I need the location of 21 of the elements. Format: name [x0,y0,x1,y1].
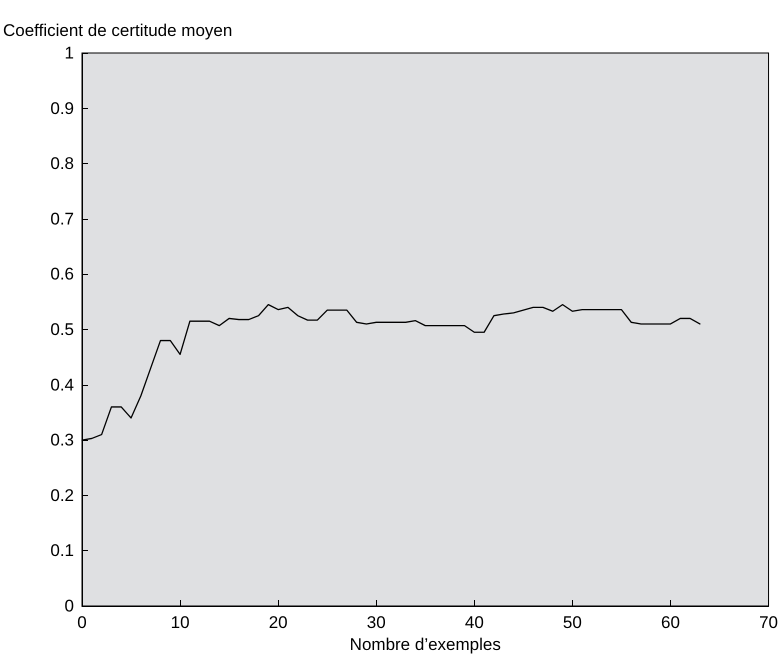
y-tick-label: 0.9 [50,98,74,118]
x-tick-label: 0 [77,613,87,632]
x-tick-label: 50 [562,613,582,632]
x-tick-label: 70 [759,613,778,632]
x-tick-label: 20 [268,613,288,632]
x-tick-label: 60 [661,613,680,632]
y-tick-label: 0.8 [50,154,74,174]
y-tick-label: 0 [64,596,74,616]
y-axis-title: Coefficient de certitude moyen [3,21,232,40]
y-tick-label: 0.6 [50,264,74,284]
y-tick-label: 0.7 [50,209,74,228]
x-tick-label: 40 [464,613,484,632]
x-axis-title: Nombre d’exemples [350,634,501,654]
y-tick-label: 0.3 [50,430,74,450]
y-tick-label: 0.4 [50,375,74,394]
y-tick-label: 0.5 [50,320,74,339]
y-tick-label: 0.1 [50,541,74,560]
x-tick-label: 30 [366,613,386,632]
y-tick-label: 1 [64,44,74,62]
y-tick-label: 0.2 [50,486,74,505]
x-tick-label: 10 [170,613,190,632]
